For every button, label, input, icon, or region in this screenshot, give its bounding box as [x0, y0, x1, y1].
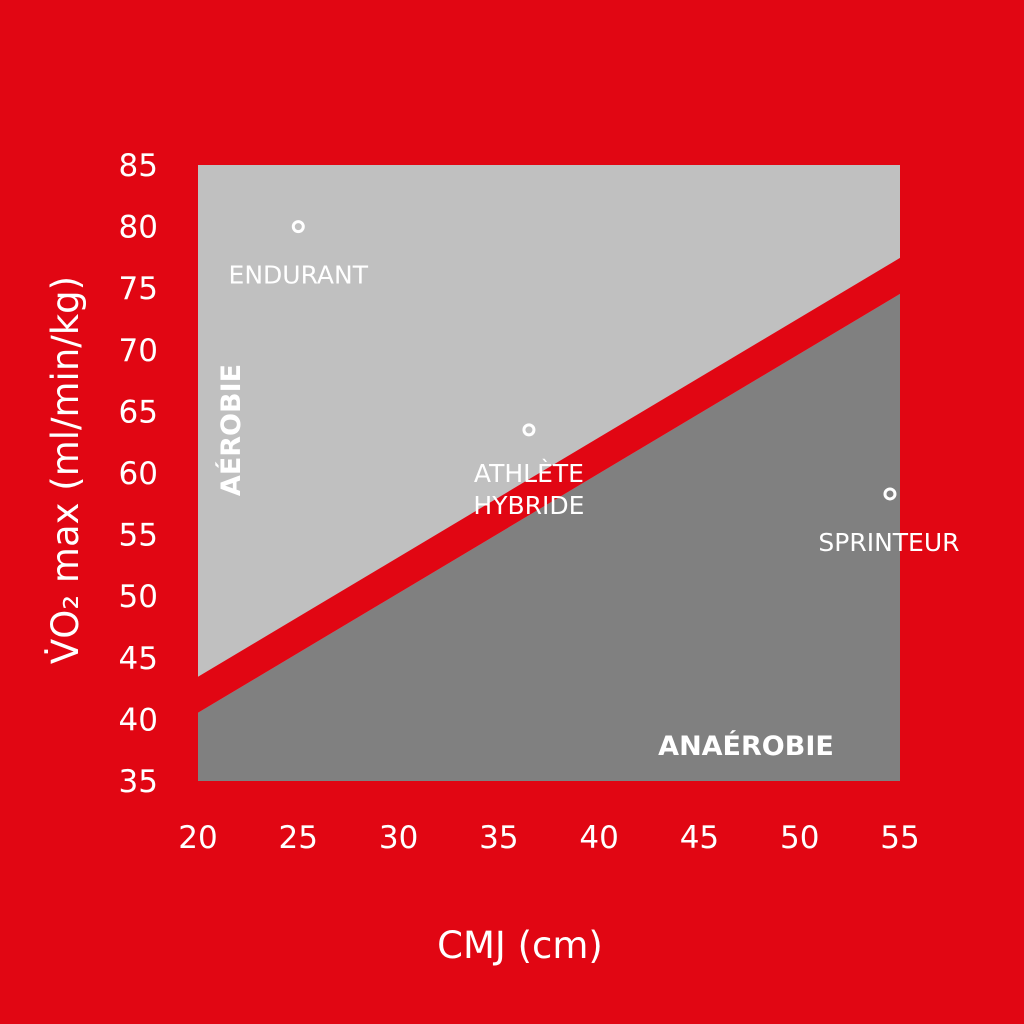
- data-point: [291, 220, 305, 234]
- y-tick-label: 60: [119, 456, 158, 492]
- data-point-label: ATHLÈTE HYBRIDE: [473, 459, 584, 520]
- y-tick-label: 50: [119, 579, 158, 615]
- x-tick-label: 50: [780, 820, 819, 856]
- anaerobic-zone: [198, 293, 900, 781]
- boundary-band: [198, 257, 900, 713]
- data-point-label: ENDURANT: [229, 261, 369, 290]
- y-tick-label: 70: [119, 333, 158, 369]
- y-tick-label: 55: [119, 518, 158, 554]
- x-tick-label: 30: [379, 820, 418, 856]
- x-axis-ticks: 20 25 30 35 40 45 50 55: [178, 820, 919, 856]
- y-tick-label: 40: [119, 702, 158, 738]
- region-label-aerobie: AÉROBIE: [215, 364, 247, 496]
- y-axis-label: V̇O₂ max (ml/min/kg): [44, 276, 87, 664]
- y-axis-ticks: 85 80 75 70 65 60 55 50 45 40 35: [119, 148, 158, 800]
- region-label-anaerobie: ANAÉROBIE: [658, 730, 834, 762]
- y-tick-label: 85: [119, 148, 158, 184]
- x-tick-label: 40: [579, 820, 618, 856]
- y-tick-label: 35: [119, 764, 158, 800]
- x-axis-label: CMJ (cm): [437, 924, 603, 967]
- y-tick-label: 65: [119, 394, 158, 430]
- data-point: [522, 423, 536, 437]
- data-point: [883, 487, 897, 501]
- data-point-label: SPRINTEUR: [818, 528, 959, 557]
- y-tick-label: 80: [119, 210, 158, 246]
- y-tick-label: 75: [119, 271, 158, 307]
- y-tick-label: 45: [119, 641, 158, 677]
- x-tick-label: 35: [479, 820, 518, 856]
- x-tick-label: 55: [880, 820, 919, 856]
- data-points: ENDURANT ATHLÈTE HYBRIDE SPRINTEUR: [229, 220, 960, 557]
- x-tick-label: 45: [680, 820, 719, 856]
- x-tick-label: 25: [279, 820, 318, 856]
- x-tick-label: 20: [178, 820, 217, 856]
